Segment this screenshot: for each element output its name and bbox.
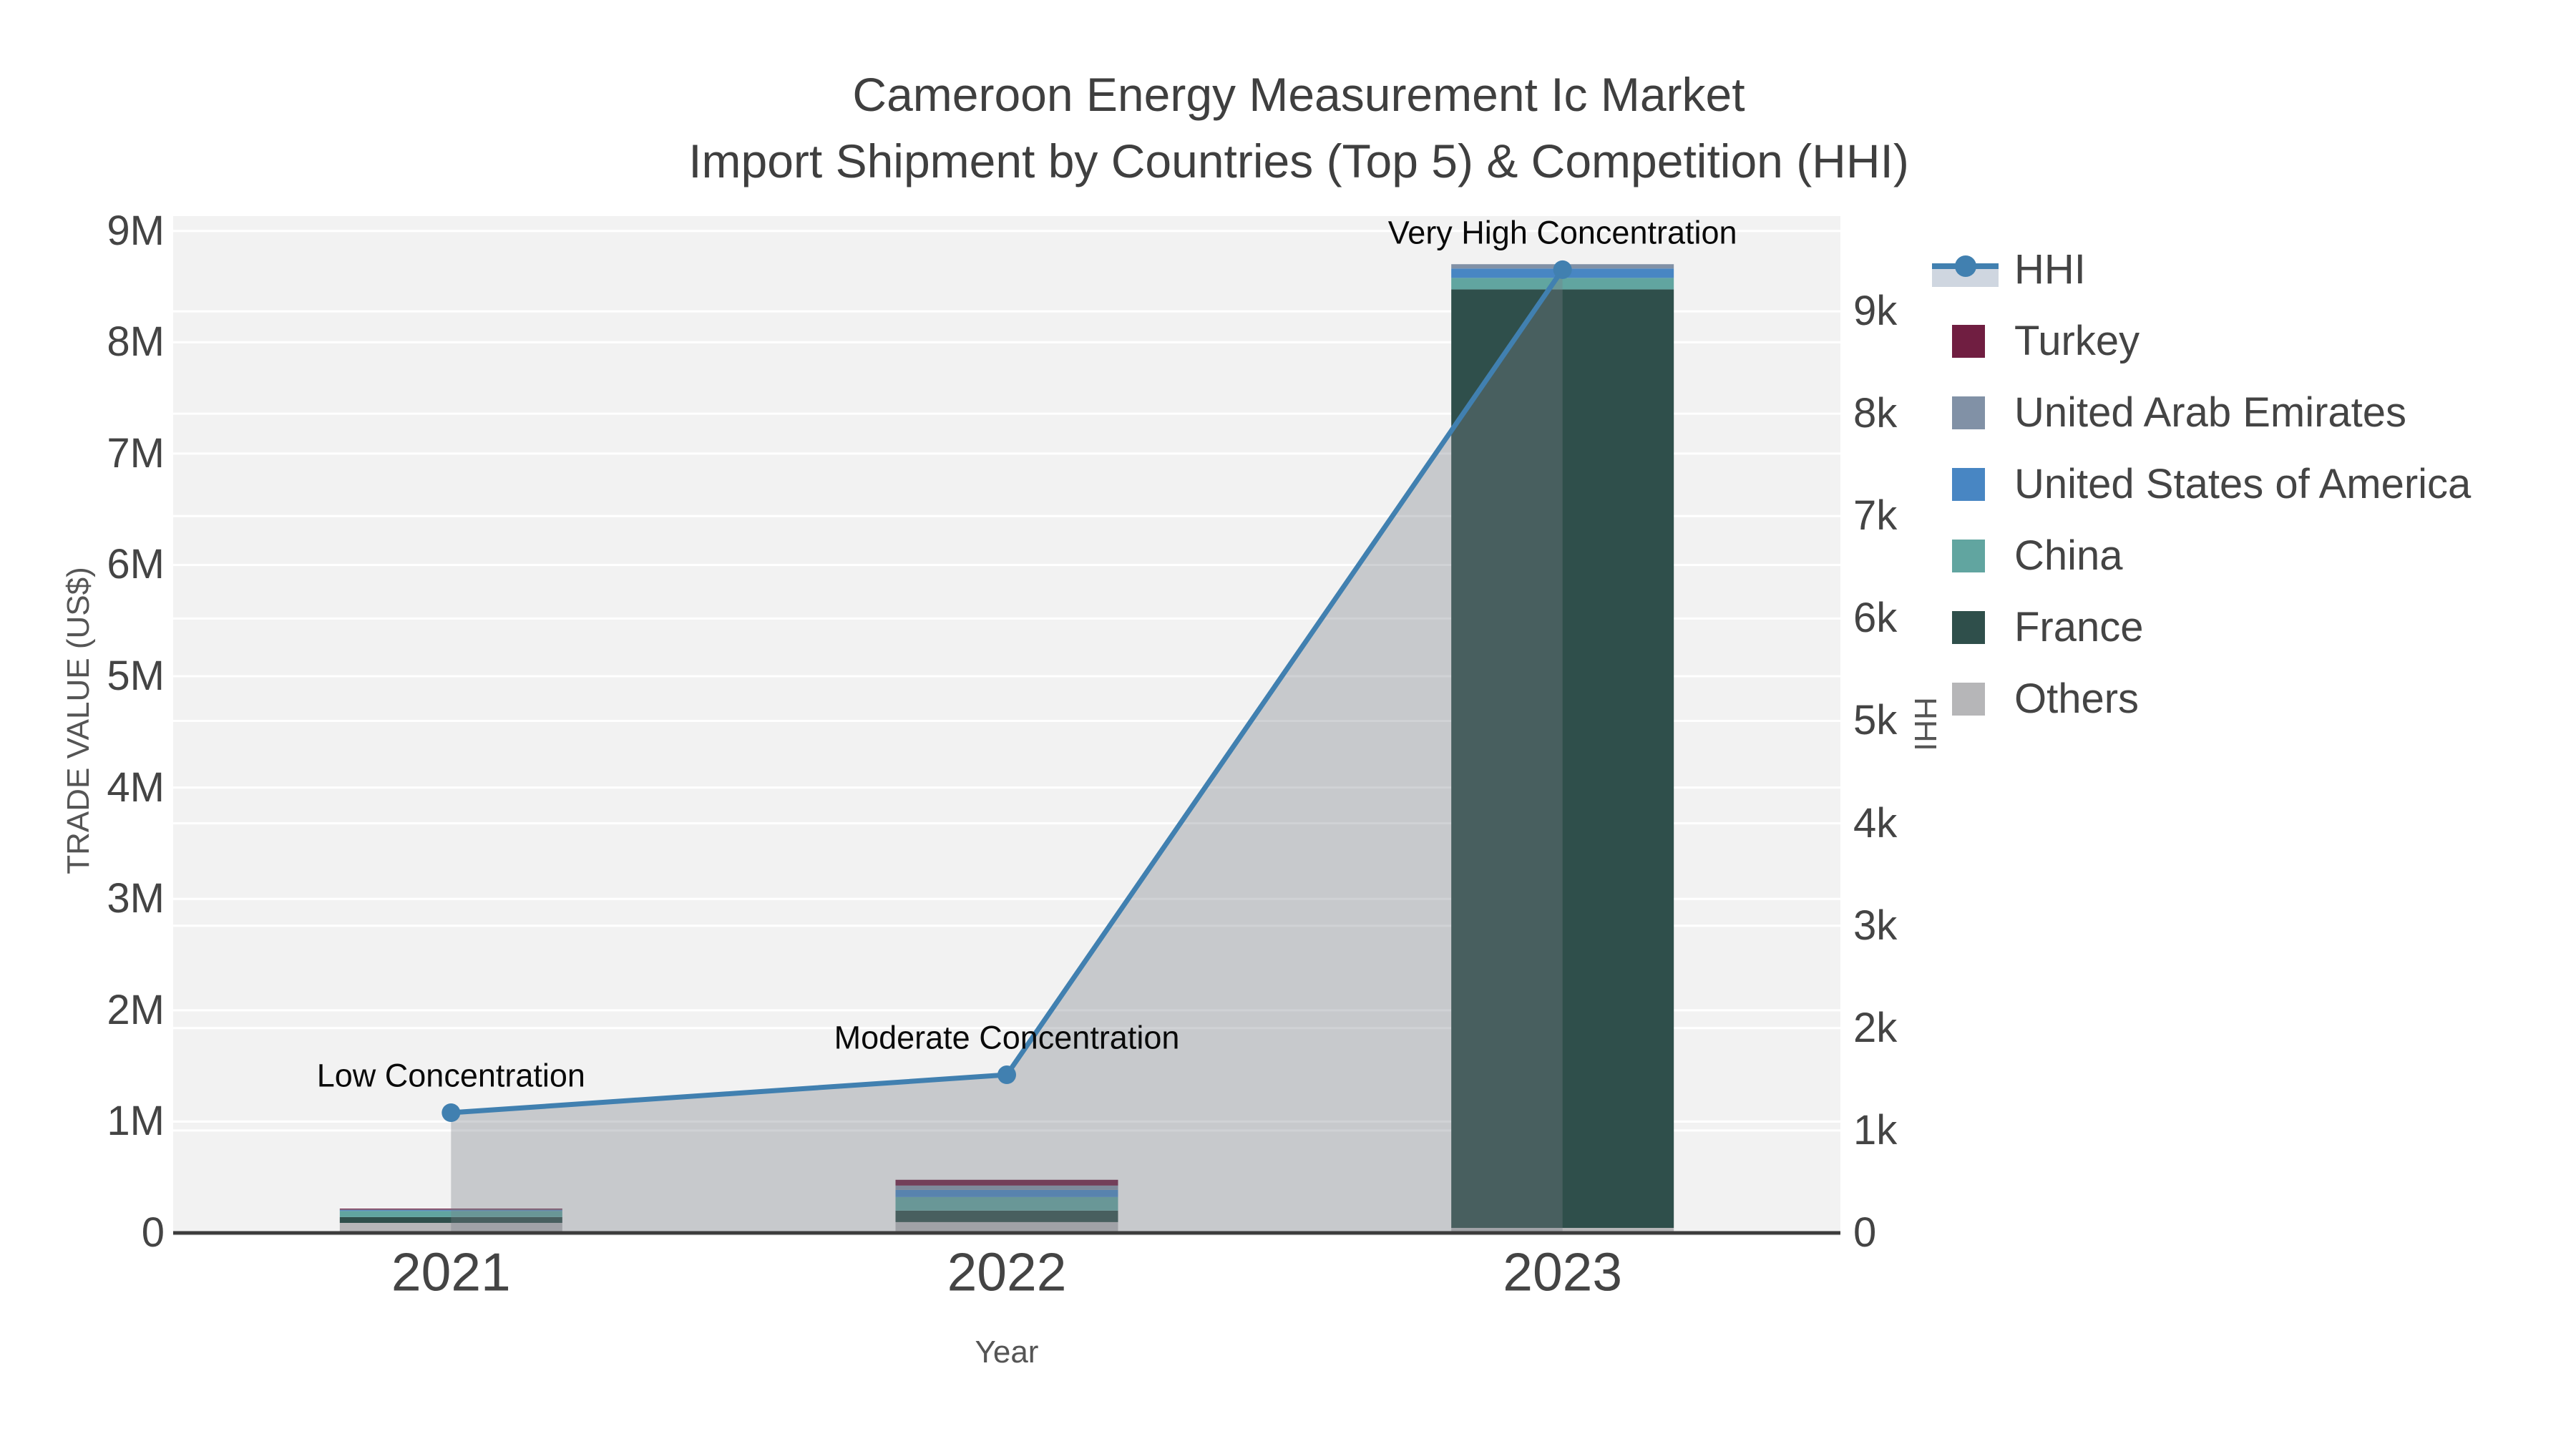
bar-segment-2021-france[interactable] — [339, 1216, 562, 1223]
legend-label-turkey: Turkey — [2014, 318, 2140, 364]
bar-segment-2021-china[interactable] — [339, 1211, 562, 1217]
hhi-area-fill — [451, 269, 1563, 1234]
legend: HHI Turkey United Arab Emirates United Stat… — [1932, 234, 2471, 735]
legend-label-united-states-of-america: United States of America — [2014, 461, 2472, 507]
x-tick-2021: 2021 — [391, 1241, 511, 1302]
y-tick-right-8k: 8k — [1853, 390, 1898, 437]
y-tick-left-4M: 4M — [107, 763, 165, 811]
bar-segment-2022-others[interactable] — [895, 1221, 1118, 1233]
x-axis-title: Year — [975, 1335, 1039, 1370]
united-states-of-america-swatch-icon — [1932, 449, 2004, 520]
legend-item-others[interactable]: Others — [1932, 663, 2471, 735]
legend-label-hhi: HHI — [2014, 246, 2086, 293]
legend-label-others: Others — [2014, 675, 2140, 722]
annotation-very-high-concentration: Very High Concentration — [1387, 214, 1737, 251]
y-tick-right-6k: 6k — [1853, 595, 1898, 642]
y-tick-right-9k: 9k — [1853, 288, 1898, 335]
hhi-line-legend-icon — [1932, 234, 2004, 306]
bar-segment-2023-china[interactable] — [1451, 278, 1674, 290]
y-tick-left-1M: 1M — [107, 1098, 165, 1145]
bar-segment-2023-france[interactable] — [1451, 289, 1674, 1228]
legend-item-turkey[interactable]: Turkey — [1932, 306, 2471, 377]
y-tick-left-9M: 9M — [107, 207, 165, 254]
y-tick-right-0: 0 — [1853, 1209, 1877, 1256]
legend-item-united-states-of-america[interactable]: United States of America — [1932, 449, 2471, 520]
others-swatch-icon — [1932, 663, 2004, 735]
x-tick-2023: 2023 — [1503, 1241, 1623, 1302]
legend-item-hhi[interactable]: HHI — [1932, 234, 2471, 306]
bar-segment-2022-china[interactable] — [895, 1196, 1118, 1211]
hhi-marker-2022[interactable] — [997, 1065, 1016, 1085]
y-tick-right-4k: 4k — [1853, 799, 1898, 847]
legend-item-united-arab-emirates[interactable]: United Arab Emirates — [1932, 377, 2471, 449]
annotation-low-concentration: Low Concentration — [316, 1057, 585, 1094]
y-tick-left-6M: 6M — [107, 541, 165, 588]
legend-label-china: China — [2014, 532, 2123, 579]
bar-segment-2021-others[interactable] — [339, 1222, 562, 1233]
bar-segment-2022-turkey[interactable] — [895, 1179, 1118, 1186]
x-tick-2022: 2022 — [947, 1241, 1067, 1302]
legend-label-united-arab-emirates: United Arab Emirates — [2014, 389, 2407, 436]
y-tick-left-7M: 7M — [107, 429, 165, 477]
bar-segment-2022-france[interactable] — [895, 1210, 1118, 1222]
hhi-marker-2023[interactable] — [1553, 260, 1572, 279]
y-tick-left-8M: 8M — [107, 318, 165, 366]
bar-segment-2023-others[interactable] — [1451, 1227, 1674, 1233]
legend-label-france: France — [2014, 604, 2144, 650]
legend-item-china[interactable]: China — [1932, 520, 2471, 592]
y-tick-left-2M: 2M — [107, 986, 165, 1033]
china-swatch-icon — [1932, 520, 2004, 592]
y-tick-right-2k: 2k — [1853, 1004, 1898, 1051]
united-arab-emirates-swatch-icon — [1932, 377, 2004, 449]
y-tick-right-7k: 7k — [1853, 492, 1898, 540]
bar-segment-2021-united-arab-emirates[interactable] — [339, 1209, 562, 1211]
bar-segment-2021-united-states-of-america[interactable] — [339, 1209, 562, 1211]
hhi-marker-2021[interactable] — [441, 1103, 461, 1122]
chart-title-line2: Import Shipment by Countries (Top 5) & C… — [688, 135, 1909, 187]
y-tick-right-5k: 5k — [1853, 697, 1898, 744]
france-swatch-icon — [1932, 592, 2004, 663]
y-tick-right-1k: 1k — [1853, 1106, 1898, 1153]
annotation-moderate-concentration: Moderate Concentration — [834, 1019, 1180, 1056]
y-axis-title-left: TRADE VALUE (US$) — [61, 567, 96, 874]
bar-segment-2022-united-states-of-america[interactable] — [895, 1189, 1118, 1197]
y-tick-right-3k: 3k — [1853, 902, 1898, 949]
y-tick-left-5M: 5M — [107, 653, 165, 700]
legend-item-france[interactable]: France — [1932, 592, 2471, 663]
y-tick-left-0: 0 — [141, 1209, 165, 1256]
turkey-swatch-icon — [1932, 306, 2004, 377]
bar-segment-2022-united-arab-emirates[interactable] — [895, 1185, 1118, 1190]
chart-title-line1: Cameroon Energy Measurement Ic Market — [852, 68, 1745, 121]
y-tick-left-3M: 3M — [107, 875, 165, 922]
